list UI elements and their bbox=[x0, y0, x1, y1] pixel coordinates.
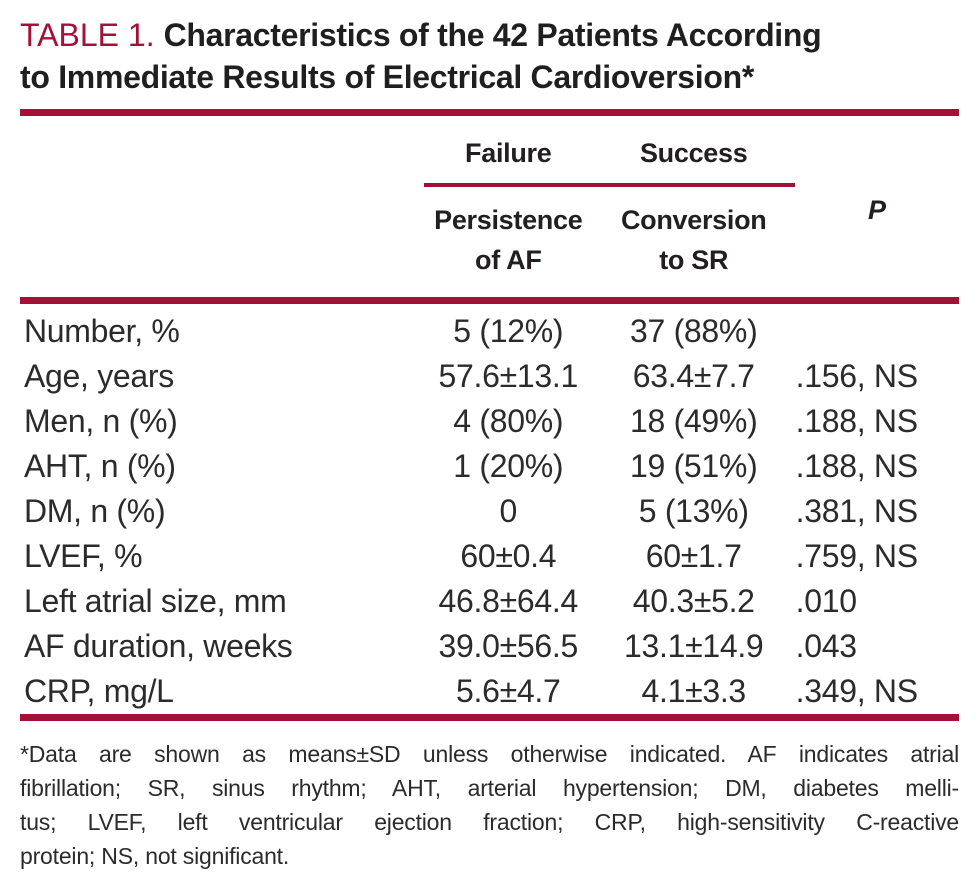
failure-value-cell: 4 (80%) bbox=[453, 403, 564, 439]
p-value-cell: .043 bbox=[795, 628, 857, 664]
table-title-line2: to Immediate Results of Electrical Cardi… bbox=[20, 59, 754, 95]
sub-header-line: to SR bbox=[659, 245, 729, 275]
success-value-cell: 60±1.7 bbox=[645, 538, 742, 574]
table-number-label: TABLE 1. bbox=[20, 17, 155, 53]
success-value-cell: 40.3±5.2 bbox=[632, 583, 755, 619]
footnote-line: tus; LVEF, left ventricular ejection fra… bbox=[20, 809, 959, 835]
success-value-cell: 4.1±3.3 bbox=[641, 673, 747, 709]
failure-value-cell: 60±0.4 bbox=[460, 538, 557, 574]
col-header-persistence-of-af: Persistence of AF bbox=[423, 187, 593, 304]
p-value-cell: .759, NS bbox=[795, 538, 918, 574]
row-label-cell: DM, n (%) bbox=[24, 493, 166, 529]
table-row-number: Number, % 5 (12%) 37 (88%) bbox=[20, 301, 959, 355]
footnote-line: *Data are shown as means±SD unless other… bbox=[20, 741, 959, 767]
empty-label-cell bbox=[20, 187, 424, 304]
table-title-line1: TABLE 1. Characteristics of the 42 Patien… bbox=[20, 14, 959, 56]
group-spanner-row bbox=[20, 183, 959, 187]
group-spanner-rule bbox=[423, 183, 795, 187]
p-value-cell: .188, NS bbox=[795, 403, 918, 439]
sub-header-line: Persistence bbox=[434, 205, 583, 235]
failure-value-cell: 1 (20%) bbox=[453, 448, 564, 484]
bottom-rule bbox=[20, 714, 959, 721]
p-value-cell: .010 bbox=[795, 583, 857, 619]
row-label-cell: CRP, mg/L bbox=[24, 673, 174, 709]
row-label-cell: LVEF, % bbox=[24, 538, 143, 574]
table-row-crp: CRP, mg/L 5.6±4.7 4.1±3.3 .349, NS bbox=[20, 669, 959, 714]
table-row-aht: AHT, n (%) 1 (20%) 19 (51%) .188, NS bbox=[20, 444, 959, 489]
row-label-cell: Men, n (%) bbox=[24, 403, 178, 439]
col-group-failure: Failure bbox=[465, 137, 552, 168]
p-value-cell bbox=[795, 301, 959, 355]
group-header-row: Failure Success P bbox=[20, 116, 959, 304]
success-value-cell: 63.4±7.7 bbox=[632, 358, 755, 394]
p-value-cell: .349, NS bbox=[795, 673, 918, 709]
failure-value-cell: 5 (12%) bbox=[453, 313, 564, 349]
table-row-lvef: LVEF, % 60±0.4 60±1.7 .759, NS bbox=[20, 534, 959, 579]
col-header-p: P bbox=[794, 116, 959, 304]
patients-table: Failure Success P Persistence of AF Conv… bbox=[20, 116, 959, 714]
table-footnote: *Data are shown as means±SD unless other… bbox=[20, 737, 959, 873]
sub-header-line: Conversion bbox=[620, 205, 767, 235]
row-label-cell: Left atrial size, mm bbox=[24, 583, 287, 619]
failure-value-cell: 5.6±4.7 bbox=[456, 673, 561, 709]
sub-header-line: of AF bbox=[475, 245, 542, 275]
top-rule bbox=[20, 109, 959, 116]
table-row-dm: DM, n (%) 0 5 (13%) .381, NS bbox=[20, 489, 959, 534]
row-label-cell: Age, years bbox=[24, 358, 174, 394]
footnote-line: protein; NS, not significant. bbox=[20, 843, 290, 869]
table-row-age: Age, years 57.6±13.1 63.4±7.7 .156, NS bbox=[20, 354, 959, 399]
col-header-conversion-to-sr: Conversion to SR bbox=[592, 187, 795, 304]
table-row-af-duration: AF duration, weeks 39.0±56.5 13.1±14.9 .… bbox=[20, 624, 959, 669]
footnote-line: fibrillation; SR, sinus rhythm; AHT, art… bbox=[20, 775, 959, 801]
empty-corner-cell bbox=[20, 116, 424, 183]
row-label-cell: AHT, n (%) bbox=[24, 448, 176, 484]
table-title-text: Characteristics of the 42 Patients Accor… bbox=[163, 17, 822, 53]
success-value-cell: 19 (51%) bbox=[629, 448, 758, 484]
failure-value-cell: 57.6±13.1 bbox=[438, 358, 579, 394]
success-value-cell: 18 (49%) bbox=[629, 403, 758, 439]
failure-value-cell: 39.0±56.5 bbox=[438, 628, 579, 664]
row-label-cell: Number, % bbox=[24, 313, 180, 349]
failure-value-cell: 0 bbox=[499, 493, 518, 529]
success-value-cell: 5 (13%) bbox=[638, 493, 749, 529]
success-value-cell: 13.1±14.9 bbox=[624, 628, 764, 664]
sub-header-row: Persistence of AF Conversion to SR bbox=[20, 187, 959, 304]
p-value-cell: .381, NS bbox=[795, 493, 918, 529]
table-row-left-atrial-size: Left atrial size, mm 46.8±64.4 40.3±5.2 … bbox=[20, 579, 959, 624]
row-label-cell: AF duration, weeks bbox=[24, 628, 293, 664]
table-row-men: Men, n (%) 4 (80%) 18 (49%) .188, NS bbox=[20, 399, 959, 444]
failure-value-cell: 46.8±64.4 bbox=[438, 583, 579, 619]
p-value-cell: .156, NS bbox=[795, 358, 918, 394]
col-group-success: Success bbox=[639, 137, 748, 168]
table-title: TABLE 1. Characteristics of the 42 Patien… bbox=[20, 14, 959, 98]
p-value-cell: .188, NS bbox=[795, 448, 918, 484]
success-value-cell: 37 (88%) bbox=[629, 313, 758, 349]
